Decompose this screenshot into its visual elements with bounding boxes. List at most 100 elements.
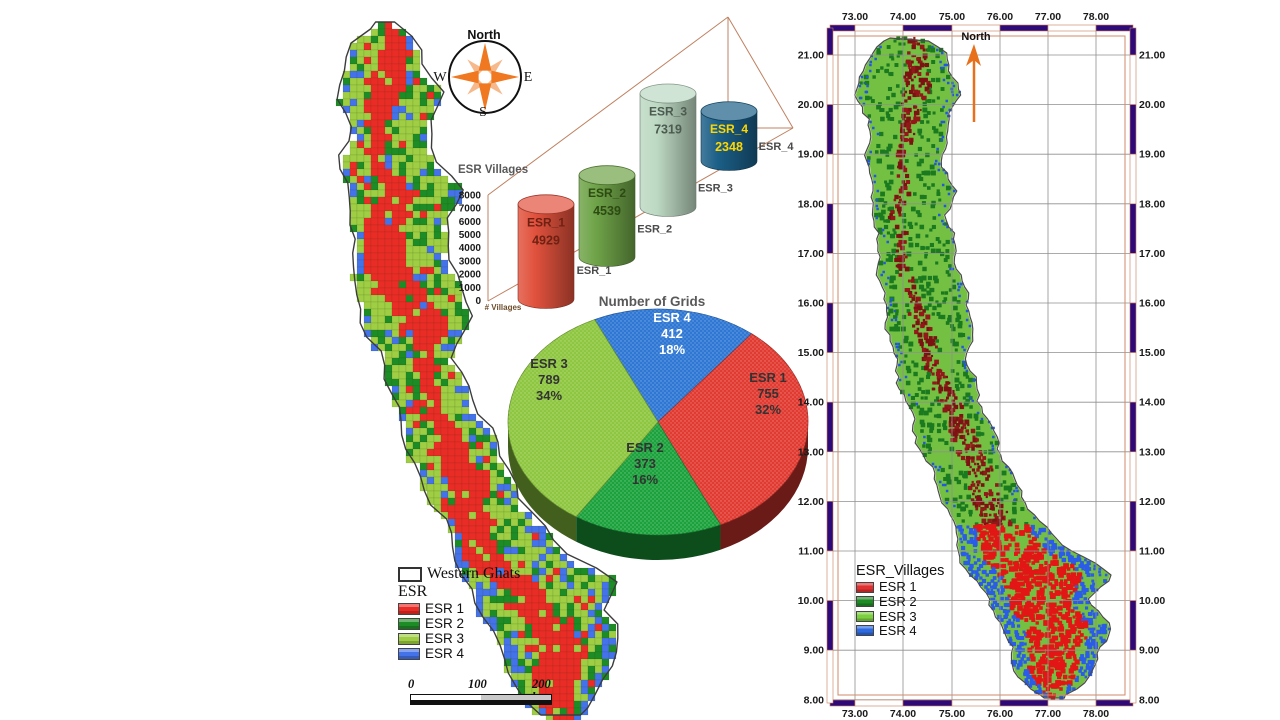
map-cell bbox=[454, 518, 463, 527]
village-speckle bbox=[922, 48, 926, 52]
map-cell bbox=[461, 420, 470, 429]
village-speckle bbox=[968, 485, 973, 491]
map-cell bbox=[356, 217, 365, 226]
village-speckle bbox=[898, 42, 902, 46]
village-speckle bbox=[975, 438, 979, 442]
village-speckle bbox=[911, 297, 916, 301]
village-speckle bbox=[945, 99, 948, 103]
village-speckle bbox=[904, 77, 909, 83]
map-cell bbox=[405, 273, 414, 282]
village-speckle bbox=[922, 266, 927, 272]
village-speckle bbox=[867, 114, 872, 118]
village-speckle bbox=[937, 347, 943, 353]
map-cell bbox=[440, 420, 449, 429]
scale-tick-0: 0 bbox=[408, 677, 415, 691]
map-cell bbox=[426, 469, 435, 478]
map-cell bbox=[489, 546, 498, 555]
map-cell bbox=[426, 329, 435, 338]
bar-value-label: 7319 bbox=[654, 123, 682, 137]
village-speckle bbox=[920, 245, 925, 251]
map-cell bbox=[391, 35, 400, 44]
map-cell bbox=[566, 686, 575, 695]
village-speckle bbox=[941, 135, 945, 139]
map-cell bbox=[580, 595, 589, 604]
village-speckle bbox=[968, 509, 973, 515]
village-speckle bbox=[944, 222, 948, 226]
village-speckle bbox=[1036, 590, 1043, 596]
village-speckle bbox=[1013, 552, 1018, 556]
village-speckle bbox=[1090, 663, 1094, 667]
map-cell bbox=[356, 224, 365, 233]
village-speckle bbox=[946, 225, 949, 229]
village-speckle bbox=[964, 537, 967, 541]
village-speckle bbox=[908, 294, 913, 298]
map-cell bbox=[419, 252, 428, 261]
map-cell bbox=[426, 91, 435, 100]
village-speckle bbox=[917, 66, 922, 70]
village-speckle bbox=[890, 297, 894, 301]
map-cell bbox=[377, 329, 386, 338]
village-speckle bbox=[1020, 506, 1025, 512]
village-speckle bbox=[1056, 566, 1061, 572]
lat-tick-label-left: 20.00 bbox=[798, 99, 824, 111]
map-cell bbox=[447, 490, 456, 499]
map-cell bbox=[573, 574, 582, 583]
map-cell bbox=[363, 238, 372, 247]
village-speckle bbox=[1015, 587, 1021, 593]
village-speckle bbox=[1000, 588, 1005, 592]
village-speckle bbox=[958, 381, 962, 385]
village-speckle bbox=[893, 315, 897, 319]
map-cell bbox=[405, 203, 414, 212]
map-cell bbox=[447, 294, 456, 303]
map-cell bbox=[370, 140, 379, 149]
village-speckle bbox=[1084, 606, 1089, 610]
map-cell bbox=[342, 91, 351, 100]
village-speckle bbox=[1030, 656, 1036, 662]
lat-tick-label-left: 18.00 bbox=[798, 198, 824, 210]
village-speckle bbox=[984, 539, 989, 545]
village-speckle bbox=[1004, 537, 1009, 541]
bar-category-label: ESR_3 bbox=[698, 182, 733, 194]
village-speckle bbox=[898, 273, 903, 277]
map-cell bbox=[349, 203, 358, 212]
village-speckle bbox=[900, 326, 906, 332]
compass-south-label: S bbox=[479, 105, 487, 120]
village-speckle bbox=[925, 348, 929, 352]
pie-slice-label: 789 bbox=[538, 372, 560, 387]
map-cell bbox=[391, 98, 400, 107]
village-speckle bbox=[1001, 470, 1007, 476]
village-speckle bbox=[1080, 581, 1085, 587]
map-cell bbox=[440, 392, 449, 401]
village-speckle bbox=[930, 203, 936, 209]
village-speckle bbox=[982, 560, 987, 566]
village-speckle bbox=[1087, 642, 1091, 646]
map-cell bbox=[412, 399, 421, 408]
map-cell bbox=[475, 469, 484, 478]
pie-slice-label: 373 bbox=[634, 456, 656, 471]
map-cell bbox=[461, 399, 470, 408]
map-cell bbox=[363, 273, 372, 282]
map-cell bbox=[538, 525, 547, 534]
map-cell bbox=[475, 490, 484, 499]
map-cell bbox=[384, 301, 393, 310]
village-speckle bbox=[1052, 608, 1059, 614]
map-cell bbox=[391, 112, 400, 121]
map-cell bbox=[412, 189, 421, 198]
village-speckle bbox=[925, 338, 931, 344]
village-speckle bbox=[1088, 617, 1093, 623]
village-speckle bbox=[912, 42, 916, 46]
neatline-segment bbox=[951, 699, 1001, 707]
village-speckle bbox=[958, 525, 963, 529]
village-speckle bbox=[918, 132, 922, 136]
map-cell bbox=[412, 427, 421, 436]
village-speckle bbox=[978, 582, 983, 586]
compass-labels: North W E S bbox=[433, 28, 532, 120]
village-speckle bbox=[1051, 614, 1057, 620]
village-speckle bbox=[1047, 666, 1051, 670]
village-speckle bbox=[1051, 635, 1057, 641]
village-speckle bbox=[920, 323, 925, 329]
village-speckle bbox=[903, 240, 907, 244]
village-speckle bbox=[965, 375, 970, 379]
village-speckle bbox=[903, 63, 907, 67]
map-cell bbox=[601, 616, 610, 625]
